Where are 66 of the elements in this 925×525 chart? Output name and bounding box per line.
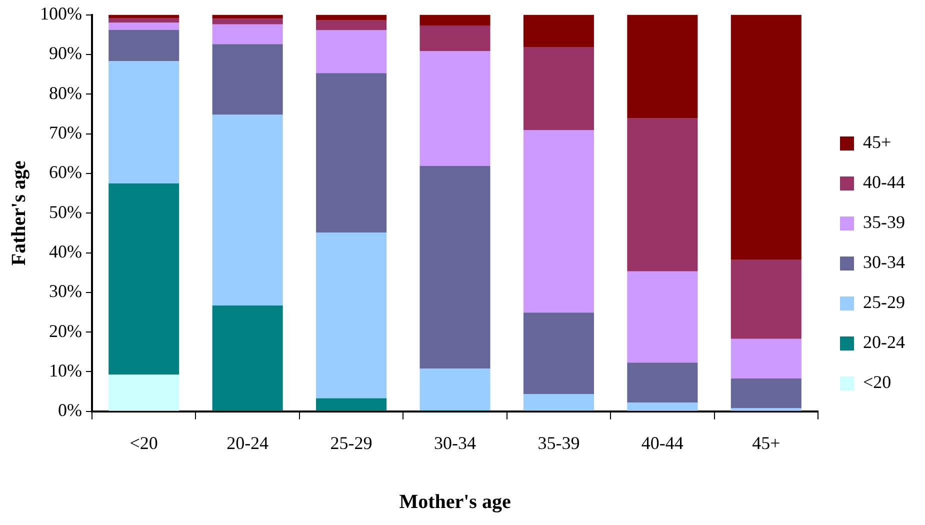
- bar: [316, 20, 387, 30]
- bar: [212, 18, 283, 24]
- bar: [316, 398, 387, 411]
- y-tick-label: 70%: [48, 122, 82, 143]
- bar: [523, 394, 594, 411]
- y-tick-label: 60%: [48, 162, 82, 182]
- bar: [212, 24, 283, 44]
- bar: [108, 374, 180, 411]
- x-tick-label: 35-39: [538, 432, 580, 453]
- bar: [212, 114, 283, 306]
- bar: [627, 271, 698, 363]
- bar: [730, 14, 802, 260]
- bar: [212, 14, 283, 19]
- bar: [108, 18, 180, 23]
- bar: [420, 368, 490, 410]
- bar: [627, 118, 698, 272]
- bar: [108, 183, 180, 375]
- y-tick-label: 90%: [48, 43, 82, 64]
- bar: [730, 338, 802, 378]
- x-tick-label: <20: [130, 432, 158, 453]
- bar: [523, 130, 594, 313]
- x-tick-label: 30-34: [434, 432, 476, 453]
- x-tick-label: 40-44: [641, 432, 684, 453]
- legend-label: 40-44: [863, 172, 906, 192]
- bar: [212, 44, 283, 115]
- bar: [627, 14, 698, 118]
- y-tick-label: 30%: [48, 281, 82, 302]
- bar: [730, 408, 802, 411]
- y-tick-label: 20%: [48, 320, 82, 341]
- bar: [523, 47, 594, 130]
- bar: [627, 362, 698, 403]
- legend-label: 30-34: [863, 252, 906, 272]
- y-tick-label: 50%: [48, 202, 82, 222]
- x-tick-label: 20-24: [226, 432, 269, 453]
- y-tick-label: 0%: [58, 400, 82, 420]
- y-tick-label: 40%: [48, 241, 82, 262]
- bar: [316, 30, 387, 74]
- bar: [730, 260, 802, 339]
- legend-label: <20: [863, 372, 892, 392]
- y-tick-label: 100%: [40, 4, 82, 24]
- bar: [420, 26, 490, 52]
- bar: [316, 73, 387, 233]
- bar: [316, 232, 387, 398]
- bar: [108, 22, 180, 30]
- bar: [108, 30, 180, 62]
- bar: [420, 51, 490, 166]
- bar: [108, 61, 180, 184]
- legend-label: 25-29: [863, 292, 906, 312]
- x-axis-title: Mother's age: [399, 491, 511, 514]
- y-tick-label: 80%: [48, 82, 82, 103]
- legend-label: 45+: [863, 132, 892, 152]
- x-tick-label: 25-29: [330, 432, 372, 453]
- y-axis-title: Father's age: [8, 160, 30, 266]
- bar: [420, 14, 490, 26]
- bar: [108, 14, 180, 18]
- bar: [316, 14, 387, 20]
- legend-label: 35-39: [863, 212, 906, 232]
- bar: [730, 378, 802, 408]
- bar: [523, 312, 594, 394]
- x-tick-label: 45+: [752, 432, 780, 453]
- bar: [420, 166, 490, 369]
- bar: [523, 14, 594, 48]
- bar: [212, 306, 283, 411]
- bar: [627, 402, 698, 411]
- y-tick-label: 10%: [48, 360, 82, 380]
- legend-label: 20-24: [863, 332, 906, 352]
